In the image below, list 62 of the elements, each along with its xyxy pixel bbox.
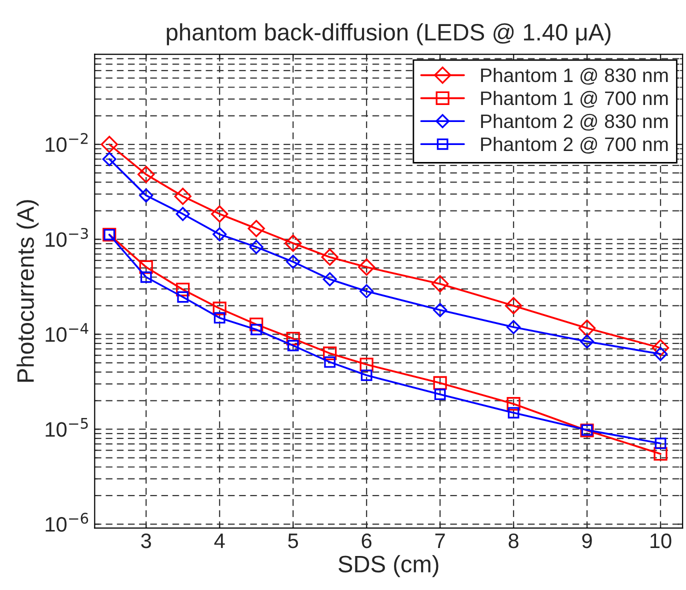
x-tick-label: 4 <box>214 534 225 548</box>
point <box>504 297 522 314</box>
y-tick-label: 10$^{−3}$ <box>46 228 88 247</box>
point <box>249 240 264 254</box>
x-tick-label: 5 <box>288 534 298 548</box>
point <box>654 447 668 461</box>
point <box>286 332 300 346</box>
x-tick-label: 9 <box>582 533 592 548</box>
legend-label: Phantom 2 @ 830 nm <box>481 114 668 131</box>
point <box>177 291 189 303</box>
point <box>431 275 449 292</box>
point <box>212 227 227 242</box>
chart-title: phantom back-diffusion (LEDS @ 1.40 μA) <box>166 23 610 46</box>
legend-label: Phantom 1 @ 700 nm <box>481 90 668 108</box>
point <box>578 320 596 337</box>
point <box>140 271 152 283</box>
y-tick-label: 10$^{−6}$ <box>46 512 88 532</box>
x-tick-label: 3 <box>141 533 151 548</box>
point <box>358 258 376 276</box>
point <box>176 206 190 222</box>
x-tick-label: 8 <box>508 533 518 548</box>
point <box>321 248 338 266</box>
point <box>286 254 300 269</box>
point <box>102 152 116 166</box>
point <box>138 166 155 184</box>
point <box>250 318 264 332</box>
y-tick-label: 10$^{−4}$ <box>46 323 88 342</box>
point <box>139 188 154 202</box>
point <box>434 388 446 400</box>
y-tick-label: 10$^{−2}$ <box>46 133 88 152</box>
point <box>433 303 448 318</box>
point <box>580 334 594 348</box>
y-tick-label: 10$^{−5}$ <box>46 418 88 437</box>
point <box>287 340 299 352</box>
point <box>506 320 521 334</box>
point <box>360 370 372 381</box>
point <box>100 136 118 154</box>
point <box>433 376 447 390</box>
point <box>212 302 226 316</box>
point <box>176 282 190 296</box>
legend-label: Phantom 1 @ 830 nm <box>481 68 668 85</box>
point <box>211 205 228 223</box>
point <box>139 260 153 274</box>
point <box>322 272 337 286</box>
point <box>360 284 374 298</box>
x-tick-label: 6 <box>362 533 372 548</box>
x-axis-title: SDS (cm) <box>338 555 438 578</box>
point <box>174 188 192 205</box>
point <box>508 407 520 418</box>
y-axis-title: Photocurrents (A) <box>16 200 39 382</box>
point <box>214 312 226 324</box>
point <box>654 438 666 450</box>
point <box>284 234 302 252</box>
point <box>506 397 520 411</box>
point <box>250 324 262 336</box>
point <box>652 339 670 356</box>
point <box>248 220 265 238</box>
point <box>323 346 337 360</box>
x-tick-label: 7 <box>435 534 445 548</box>
legend-label: Phantom 2 @ 700 nm <box>481 136 668 154</box>
point <box>324 356 336 368</box>
x-tick-label: 10 <box>650 533 672 548</box>
